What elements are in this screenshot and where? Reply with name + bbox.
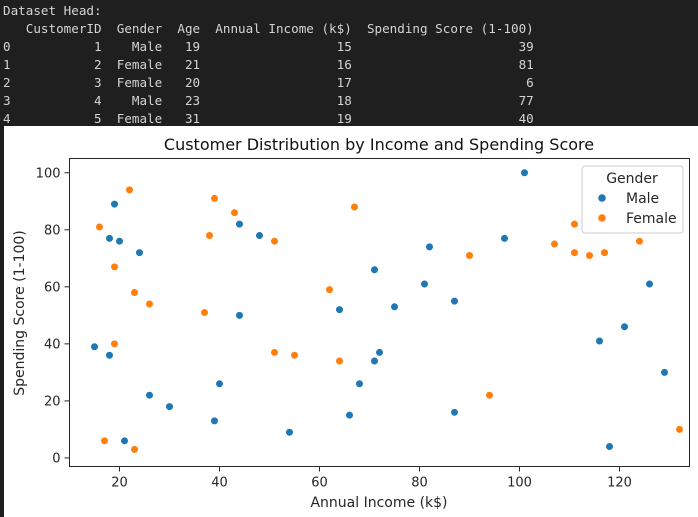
data-point-male [620,322,629,331]
data-point-female [270,348,279,357]
y-tick-label: 40 [44,337,61,352]
x-axis-label: Annual Income (k$) [310,495,447,511]
data-point-male [165,402,174,411]
data-point-male [605,442,614,451]
data-point-male [345,411,354,420]
chart-title: Customer Distribution by Income and Spen… [164,135,594,154]
data-point-male [105,351,114,360]
y-tick-label: 20 [44,394,61,409]
data-point-female [675,425,684,434]
y-axis-ticks: 0 20 40 60 80 100 [36,166,70,466]
data-point-male [285,428,294,437]
data-point-male [235,311,244,320]
data-point-female [110,262,119,271]
data-point-male [450,296,459,306]
data-point-female [325,285,334,294]
y-axis-label: Spending Score (1-100) [12,230,28,396]
data-point-female [600,248,609,257]
data-point-male [135,248,144,257]
y-tick-label: 0 [52,451,60,466]
data-point-female [100,436,109,445]
data-point-male [450,408,459,417]
data-point-male [420,279,429,289]
data-point-female [130,445,139,454]
scatter-figure: Customer Distribution by Income and Spen… [4,126,698,517]
legend-label-female: Female [626,211,677,227]
data-point-male [145,391,154,400]
data-point-male [255,231,264,240]
data-point-female [230,208,239,217]
data-point-male [235,219,244,229]
data-point-male [370,356,379,366]
data-point-female [110,339,119,348]
data-point-female [130,288,139,297]
legend: Gender Male Female [581,165,684,234]
data-point-female [290,351,299,360]
data-point-female [585,251,594,260]
data-point-female [570,248,579,257]
data-point-female [200,308,209,317]
data-point-female [335,356,344,366]
data-point-female [125,185,134,194]
data-point-female [270,237,279,246]
data-point-male [110,200,119,209]
data-point-male [210,416,219,425]
x-tick-label: 40 [211,476,228,491]
data-point-female [205,231,214,240]
x-tick-label: 120 [607,476,632,491]
y-tick-label: 60 [44,280,61,295]
data-point-female [485,391,494,400]
data-point-female [550,239,559,249]
data-point-male [595,336,604,346]
x-tick-label: 60 [311,476,328,491]
data-point-female [145,299,154,309]
data-point-female [95,222,104,232]
data-point-male [425,242,434,252]
legend-title: Gender [606,171,658,187]
data-point-male [120,436,129,445]
data-point-male [355,379,364,388]
data-point-female [210,194,219,203]
data-point-female [570,219,579,229]
dataset-head-text: Dataset Head: CustomerID Gender Age Annu… [3,3,534,126]
data-point-female [350,202,359,212]
scatter-chart: Customer Distribution by Income and Spen… [12,135,690,511]
data-point-male [520,168,529,177]
data-point-male [335,305,344,314]
y-tick-label: 80 [44,223,61,238]
legend-marker-male [598,194,606,202]
data-point-male [370,265,379,274]
y-tick-label: 100 [36,166,61,181]
data-point-male [215,379,224,388]
legend-box [581,165,684,234]
data-point-male [90,342,99,351]
data-point-male [645,279,654,289]
data-point-male [660,368,669,377]
x-tick-label: 80 [411,476,428,491]
console-output: Dataset Head: CustomerID Gender Age Annu… [0,0,698,126]
x-axis-ticks: 20 40 60 80 100 120 [111,466,632,491]
data-points [90,168,684,454]
x-tick-label: 100 [507,476,532,491]
data-point-male [500,234,509,243]
legend-label-male: Male [626,191,659,207]
data-point-male [390,302,399,311]
data-point-male [375,348,384,357]
data-point-male [105,234,114,243]
legend-marker-female [598,214,606,222]
data-point-female [465,251,474,260]
data-point-male [115,237,124,246]
data-point-female [635,237,644,246]
x-tick-label: 20 [111,476,128,491]
